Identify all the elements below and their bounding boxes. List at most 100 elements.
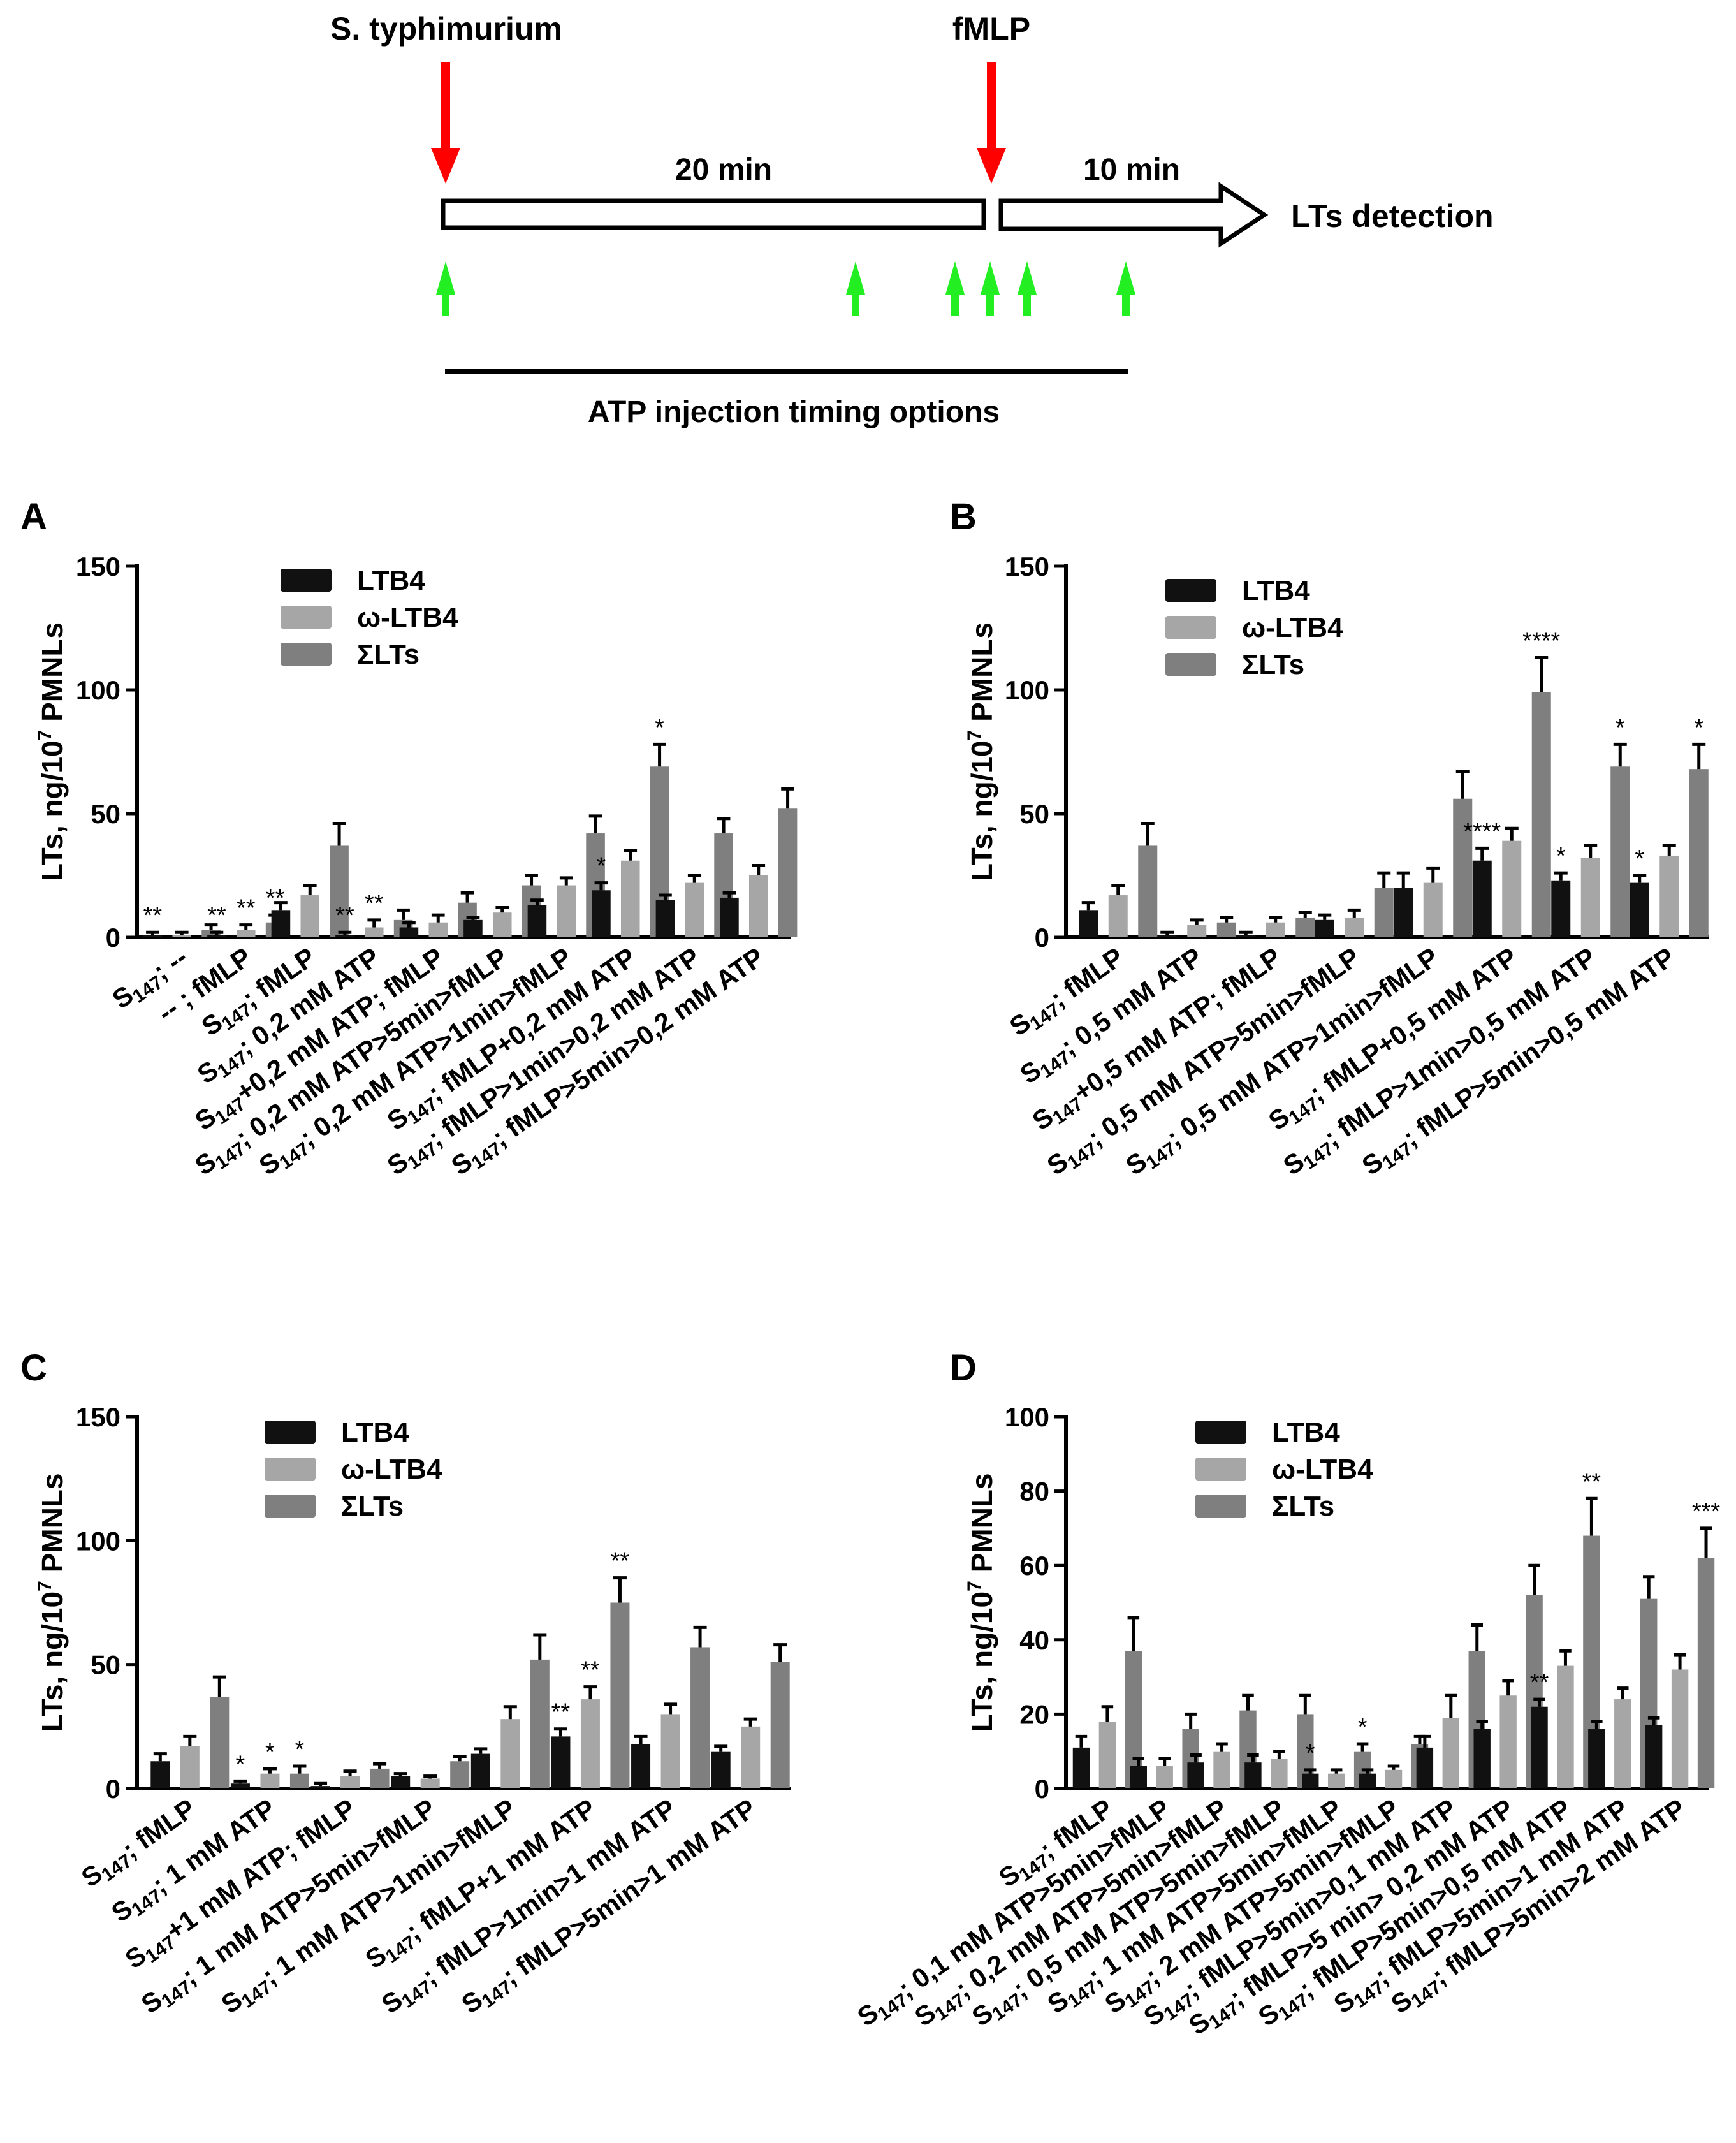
bar-omega-ltb4: [428, 922, 448, 937]
bar-omega-ltb4: [420, 1778, 440, 1788]
bar-ltb4: [551, 1736, 571, 1788]
bar-omega-ltb4: [180, 1746, 200, 1788]
y-tick-label: 150: [76, 552, 120, 581]
y-tick-label: 50: [1019, 799, 1049, 829]
panel-letter: C: [20, 1347, 47, 1389]
legend-label: LTB4: [357, 565, 425, 596]
y-tick-label: 100: [76, 675, 120, 705]
y-tick-label: 0: [1035, 1774, 1049, 1804]
green-arrow-atp-option: [1018, 261, 1037, 316]
bar-ltb4: [150, 1761, 170, 1788]
legend-label: LTB4: [341, 1417, 409, 1448]
bar-omega-ltb4: [1266, 922, 1285, 937]
y-tick-label: 150: [1005, 552, 1049, 581]
legend-swatch: [281, 643, 332, 666]
bar-omega-ltb4: [1502, 840, 1522, 937]
significance-mark: ***: [1692, 1498, 1721, 1525]
legend-label: ΣLTs: [341, 1491, 404, 1522]
bar-omega-ltb4: [500, 1719, 520, 1788]
bar-ltb4: [1079, 910, 1098, 937]
y-tick-label: 100: [76, 1526, 120, 1556]
y-axis-label: LTs, ng/107 PMNLs: [34, 622, 69, 881]
bar-ltb4: [1394, 888, 1413, 937]
bar-omega-ltb4: [1557, 1665, 1574, 1788]
green-arrows: [436, 261, 1135, 316]
significance-mark: **: [1530, 1669, 1549, 1696]
bar-sum-lts: [1610, 766, 1630, 937]
bar-sum-lts: [1689, 769, 1709, 937]
bar-omega-ltb4: [1345, 917, 1364, 937]
significance-mark: ****: [1463, 818, 1501, 845]
red-arrow-stimulus1: [431, 62, 460, 184]
bar-ltb4: [1531, 1706, 1548, 1788]
significance-mark: **: [365, 890, 384, 917]
bar-ltb4: [1588, 1729, 1605, 1788]
bar-ltb4: [207, 935, 226, 937]
bar-omega-ltb4: [1671, 1669, 1689, 1788]
bar-ltb4: [1244, 1762, 1262, 1788]
bar-ltb4: [1630, 882, 1649, 937]
chart-panels: A 0 50 100 150 LTs, ng/107 PMNLs LTB4 ω-LTB4 ΣLT…: [20, 496, 1721, 2040]
y-tick-label: 50: [91, 799, 120, 829]
y-tick-label: 0: [1035, 923, 1049, 953]
significance-mark: *: [1306, 1740, 1315, 1767]
green-arrow-atp-option: [1116, 261, 1135, 316]
bar-omega-ltb4: [300, 895, 320, 937]
green-arrow-atp-option: [945, 261, 965, 316]
legend-label: LTB4: [1272, 1417, 1340, 1448]
bar-ltb4: [399, 927, 419, 937]
y-tick-label: 20: [1019, 1699, 1049, 1729]
bar-ltb4: [527, 905, 547, 937]
legend-label: LTB4: [1242, 575, 1310, 606]
bar-omega-ltb4: [1098, 1722, 1116, 1788]
chart-panel-a: A 0 50 100 150 LTs, ng/107 PMNLs LTB4 ω-LTB4 ΣLT…: [20, 496, 798, 1181]
legend-label: ω-LTB4: [341, 1454, 442, 1485]
bar-ltb4: [1416, 1747, 1434, 1788]
bar-ltb4: [711, 1751, 731, 1788]
bar-sum-lts: [330, 845, 349, 937]
bar-omega-ltb4: [1327, 1773, 1345, 1788]
bar-sum-lts: [1697, 1558, 1715, 1788]
legend-swatch: [1165, 653, 1216, 676]
legend-label: ΣLTs: [357, 639, 419, 670]
label-10-min: 10 min: [1083, 153, 1180, 187]
legend-swatch: [265, 1495, 316, 1518]
significance-mark: ****: [1522, 628, 1560, 655]
significance-mark: **: [143, 902, 163, 929]
chart-panel-b: B 0 50 100 150 LTs, ng/107 PMNLs LTB4 ω-LTB4 ΣLT…: [950, 496, 1709, 1181]
legend-swatch: [265, 1421, 316, 1444]
bar-ltb4: [391, 1776, 411, 1788]
bar-ltb4: [1472, 860, 1492, 937]
bar-omega-ltb4: [1580, 858, 1600, 937]
chart-panel-c: C 0 50 100 150 LTs, ng/107 PMNLs LTB4 ω-LTB4 ΣLT…: [20, 1347, 791, 2019]
significance-mark: **: [335, 902, 354, 929]
bar-omega-ltb4: [685, 882, 704, 937]
red-arrow-stimulus2: [977, 62, 1006, 184]
significance-mark: **: [551, 1699, 571, 1726]
bar-ltb4: [271, 910, 291, 937]
y-tick-label: 0: [106, 923, 120, 953]
bar-ltb4: [1157, 935, 1177, 937]
bar-ltb4: [1187, 1762, 1204, 1788]
bar-sum-lts: [450, 1761, 470, 1788]
legend-swatch: [281, 606, 332, 629]
bar-omega-ltb4: [1614, 1699, 1631, 1788]
bar-sum-lts: [289, 1773, 309, 1788]
green-arrow-atp-option: [981, 261, 1000, 316]
significance-mark: **: [1582, 1468, 1601, 1495]
bar-omega-ltb4: [1213, 1751, 1230, 1788]
significance-mark: *: [1616, 714, 1625, 741]
label-fmlp: fMLP: [952, 11, 1030, 47]
significance-mark: **: [611, 1548, 630, 1575]
bar-ltb4: [1551, 880, 1571, 937]
significance-mark: *: [1635, 845, 1644, 872]
y-tick-label: 40: [1019, 1625, 1049, 1655]
legend-swatch: [1195, 1495, 1246, 1518]
significance-mark: *: [597, 853, 606, 880]
bar-sum-lts: [1216, 922, 1236, 937]
bar-omega-ltb4: [236, 930, 256, 937]
significance-mark: *: [655, 714, 664, 741]
significance-mark: **: [237, 895, 256, 922]
significance-mark: **: [207, 902, 226, 929]
